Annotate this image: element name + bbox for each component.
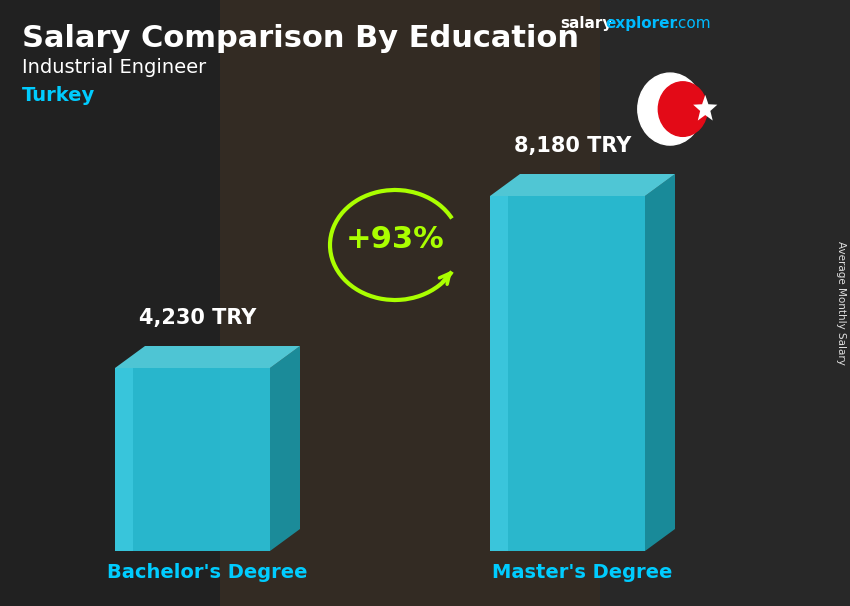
Text: Turkey: Turkey [22, 86, 95, 105]
Polygon shape [645, 174, 675, 551]
Polygon shape [693, 95, 717, 121]
Text: 4,230 TRY: 4,230 TRY [139, 308, 256, 328]
Bar [220, 0, 600, 606]
Text: .com: .com [673, 16, 711, 31]
Circle shape [638, 73, 702, 145]
Bar [0, 0, 220, 606]
Polygon shape [115, 368, 270, 551]
Text: Salary Comparison By Education: Salary Comparison By Education [22, 24, 579, 53]
Polygon shape [490, 196, 508, 551]
Polygon shape [115, 346, 300, 368]
Text: Master's Degree: Master's Degree [492, 563, 672, 582]
Text: 8,180 TRY: 8,180 TRY [513, 136, 632, 156]
Text: Industrial Engineer: Industrial Engineer [22, 58, 207, 77]
Text: salary: salary [560, 16, 612, 31]
Text: explorer: explorer [605, 16, 677, 31]
Text: Bachelor's Degree: Bachelor's Degree [107, 563, 308, 582]
Polygon shape [490, 196, 645, 551]
Text: Average Monthly Salary: Average Monthly Salary [836, 241, 846, 365]
Bar [600, 0, 850, 606]
Polygon shape [115, 368, 133, 551]
Text: +93%: +93% [346, 225, 445, 255]
Polygon shape [490, 174, 675, 196]
Polygon shape [270, 346, 300, 551]
Circle shape [658, 82, 707, 136]
